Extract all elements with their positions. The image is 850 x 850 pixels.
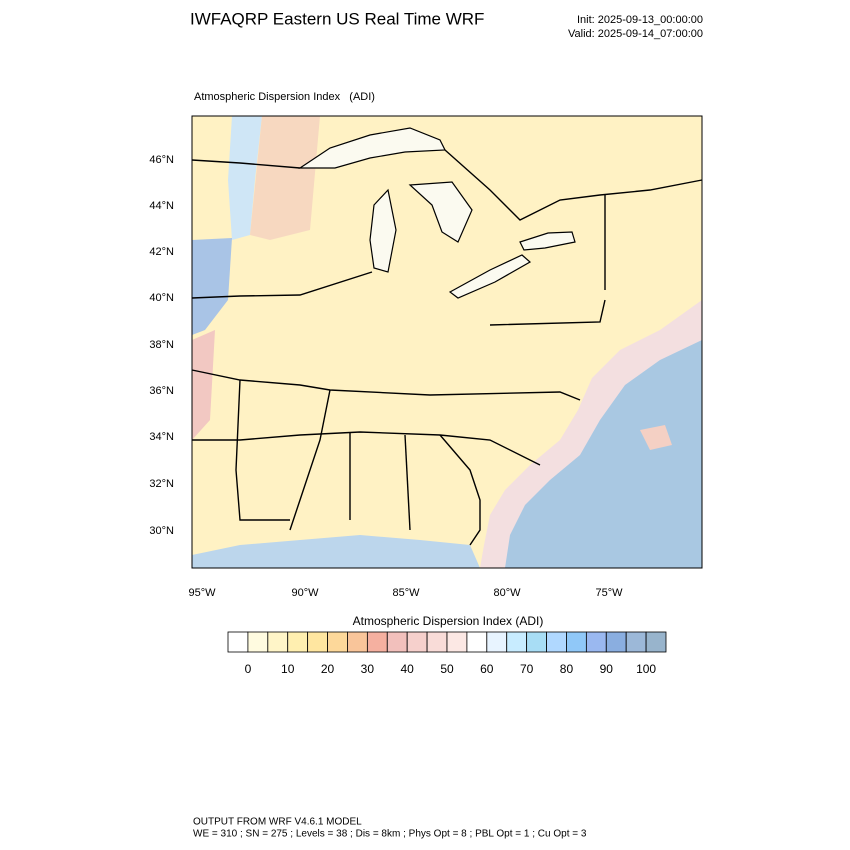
lake-ontario: [519, 231, 576, 251]
colorbar-box: [526, 631, 547, 653]
colorbar-tick-label: 90: [600, 662, 614, 676]
colorbar-box: [227, 631, 249, 653]
lat-label: 42°N: [149, 246, 174, 258]
ocean: [505, 340, 702, 568]
lon-label: 85°W: [392, 587, 420, 599]
init-time: Init: 2025-09-13_00:00:00: [577, 14, 703, 26]
map-title: Atmospheric Dispersion Index (ADI): [194, 91, 375, 103]
map-frame: [191, 115, 703, 569]
lon-label: 95°W: [188, 587, 216, 599]
colorbar-tick-label: 100: [636, 662, 656, 676]
lat-label: 34°N: [149, 431, 174, 443]
colorbar-box: [287, 631, 309, 653]
low-adi-region: [228, 116, 262, 240]
colorbar-box: [327, 631, 348, 653]
lat-label: 30°N: [149, 525, 174, 537]
colorbar-tick-label: 20: [321, 662, 335, 676]
colorbar-box: [605, 631, 627, 653]
colorbar-tick-label: 50: [440, 662, 454, 676]
colorbar-tick-label: 10: [281, 662, 295, 676]
high-adi-region: [250, 116, 320, 240]
colorbar-box: [426, 631, 448, 653]
footer-line: OUTPUT FROM WRF V4.6.1 MODEL: [193, 817, 362, 828]
ocean-patch: [640, 425, 672, 450]
colorbar-tick-label: 0: [245, 662, 252, 676]
colorbar-box: [506, 631, 528, 653]
colorbar-tick-label: 60: [480, 662, 494, 676]
colorbar-tick-label: 30: [361, 662, 375, 676]
high-adi-region: [192, 330, 215, 440]
colorbar-tick-label: 40: [401, 662, 415, 676]
colorbar-box: [406, 631, 428, 653]
gulf: [192, 535, 480, 568]
colorbar-box: [645, 631, 667, 653]
colorbar-box: [307, 631, 328, 653]
lat-label: 40°N: [149, 292, 174, 304]
map: [191, 115, 703, 569]
lake-michigan: [369, 188, 397, 273]
colorbar-tick-label: 80: [560, 662, 574, 676]
lake-superior: [298, 127, 446, 169]
lon-label: 90°W: [291, 587, 319, 599]
colorbar-box: [386, 631, 408, 653]
colorbar-box: [585, 631, 607, 653]
colorbar-box: [267, 631, 289, 653]
lake-erie: [448, 254, 532, 299]
lat-label: 46°N: [149, 154, 174, 166]
lon-label: 80°W: [493, 587, 521, 599]
colorbar-box: [566, 631, 587, 653]
colorbar-box: [347, 631, 368, 653]
lat-label: 32°N: [149, 478, 174, 490]
colorbar-box: [247, 631, 269, 653]
lake-huron: [408, 181, 473, 243]
low-adi-region: [192, 238, 232, 335]
valid-time: Valid: 2025-09-14_07:00:00: [568, 28, 703, 40]
lat-label: 38°N: [149, 339, 174, 351]
lat-label: 44°N: [149, 200, 174, 212]
colorbar-box: [625, 631, 647, 653]
colorbar-box: [486, 631, 508, 653]
colorbar-box: [446, 631, 468, 653]
borders: [191, 149, 703, 546]
colorbar-box: [366, 631, 388, 653]
lon-label: 75°W: [595, 587, 623, 599]
colorbar-box: [546, 631, 567, 653]
page-title: IWFAQRP Eastern US Real Time WRF: [190, 9, 484, 28]
colorbar-title: Atmospheric Dispersion Index (ADI): [353, 614, 544, 628]
lat-label: 36°N: [149, 385, 174, 397]
colorbar: 0 10 20 30 40 50 60 70 80 90 100: [227, 631, 667, 676]
footer-line: WE = 310 ; SN = 275 ; Levels = 38 ; Dis …: [193, 829, 587, 840]
colorbar-tick-label: 70: [520, 662, 534, 676]
colorbar-box: [466, 631, 488, 653]
